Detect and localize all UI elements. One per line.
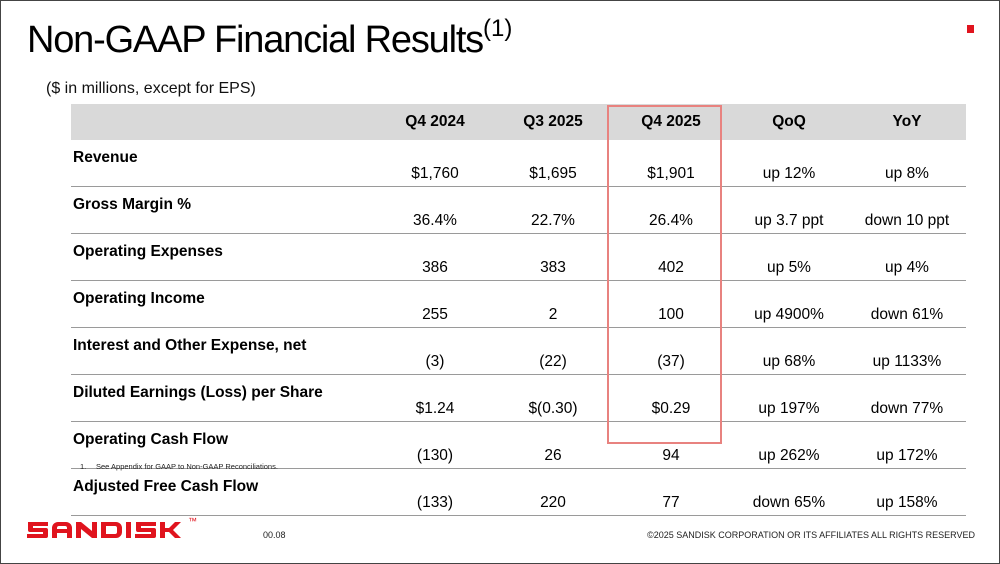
row-label: Adjusted Free Cash Flow <box>71 468 376 516</box>
cell-value: $1.24 <box>376 374 494 422</box>
financial-results-table: Q4 2024 Q3 2025 Q4 2025 QoQ YoY Revenue … <box>71 104 966 516</box>
cell-value: 77 <box>612 468 730 516</box>
cell-value: up 12% <box>730 140 848 187</box>
cell-value: up 5% <box>730 233 848 281</box>
cell-value: (37) <box>612 327 730 375</box>
header-blank <box>71 104 376 140</box>
cell-value: 383 <box>494 233 612 281</box>
cell-value: 220 <box>494 468 612 516</box>
sandisk-logo: ™ <box>26 516 216 546</box>
title-footnote-marker: (1) <box>482 15 513 42</box>
cell-value: up 8% <box>848 140 966 187</box>
cell-value: 94 <box>612 421 730 469</box>
logo-trademark: ™ <box>188 516 197 526</box>
row-label: Operating Expenses <box>71 233 376 281</box>
cell-value: up 172% <box>848 421 966 469</box>
header-yoy: YoY <box>848 104 966 140</box>
cell-value: 100 <box>612 280 730 328</box>
cell-value: up 197% <box>730 374 848 422</box>
row-label: Gross Margin % <box>71 186 376 234</box>
header-q3-2025: Q3 2025 <box>494 104 612 140</box>
cell-value: 386 <box>376 233 494 281</box>
header-qoq: QoQ <box>730 104 848 140</box>
cell-value: up 1133% <box>848 327 966 375</box>
cell-value: $1,760 <box>376 140 494 187</box>
table-row: Operating Cash Flow (130) 26 94 up 262% … <box>71 421 966 469</box>
row-label: Revenue <box>71 140 376 187</box>
cell-value: $(0.30) <box>494 374 612 422</box>
cell-value: (130) <box>376 421 494 469</box>
header-q4-2025: Q4 2025 <box>612 104 730 140</box>
cell-value: $1,901 <box>612 140 730 187</box>
footnote: 1. See Appendix for GAAP to Non-GAAP Reco… <box>80 462 278 471</box>
cell-value: $0.29 <box>612 374 730 422</box>
footnote-number: 1. <box>80 462 87 471</box>
cell-value: 2 <box>494 280 612 328</box>
cell-value: 22.7% <box>494 186 612 234</box>
footnote-text: See Appendix for GAAP to Non-GAAP Reconc… <box>96 462 278 471</box>
sandisk-logo-mark <box>27 522 181 538</box>
cell-value: down 77% <box>848 374 966 422</box>
cell-value: up 4% <box>848 233 966 281</box>
table-row: Interest and Other Expense, net (3) (22)… <box>71 327 966 375</box>
table-row: Gross Margin % 36.4% 22.7% 26.4% up 3.7 … <box>71 186 966 234</box>
cell-value: 255 <box>376 280 494 328</box>
row-label: Operating Cash Flow <box>71 421 376 469</box>
copyright-notice: ©2025 SANDISK CORPORATION OR ITS AFFILIA… <box>647 530 975 540</box>
cell-value: down 61% <box>848 280 966 328</box>
cell-value: (3) <box>376 327 494 375</box>
table-row: Operating Expenses 386 383 402 up 5% up … <box>71 233 966 281</box>
page-title: Non-GAAP Financial Results(1) <box>27 15 513 61</box>
cell-value: 402 <box>612 233 730 281</box>
cell-value: 26.4% <box>612 186 730 234</box>
cell-value: up 68% <box>730 327 848 375</box>
cell-value: 36.4% <box>376 186 494 234</box>
row-label: Interest and Other Expense, net <box>71 327 376 375</box>
table-row: Operating Income 255 2 100 up 4900% down… <box>71 280 966 328</box>
table-header-row: Q4 2024 Q3 2025 Q4 2025 QoQ YoY <box>71 104 966 140</box>
brand-corner-mark <box>967 25 974 33</box>
row-label: Operating Income <box>71 280 376 328</box>
cell-value: up 262% <box>730 421 848 469</box>
table-row: Revenue $1,760 $1,695 $1,901 up 12% up 8… <box>71 140 966 187</box>
header-q4-2024: Q4 2024 <box>376 104 494 140</box>
cell-value: up 3.7 ppt <box>730 186 848 234</box>
cell-value: up 158% <box>848 468 966 516</box>
cell-value: $1,695 <box>494 140 612 187</box>
cell-value: 26 <box>494 421 612 469</box>
cell-value: (133) <box>376 468 494 516</box>
cell-value: (22) <box>494 327 612 375</box>
table-row: Adjusted Free Cash Flow (133) 220 77 dow… <box>71 468 966 516</box>
page-number: 00.08 <box>263 530 286 540</box>
units-note: ($ in millions, except for EPS) <box>46 80 256 97</box>
row-label: Diluted Earnings (Loss) per Share <box>71 374 376 422</box>
table-row: Diluted Earnings (Loss) per Share $1.24 … <box>71 374 966 422</box>
cell-value: up 4900% <box>730 280 848 328</box>
cell-value: down 10 ppt <box>848 186 966 234</box>
cell-value: down 65% <box>730 468 848 516</box>
